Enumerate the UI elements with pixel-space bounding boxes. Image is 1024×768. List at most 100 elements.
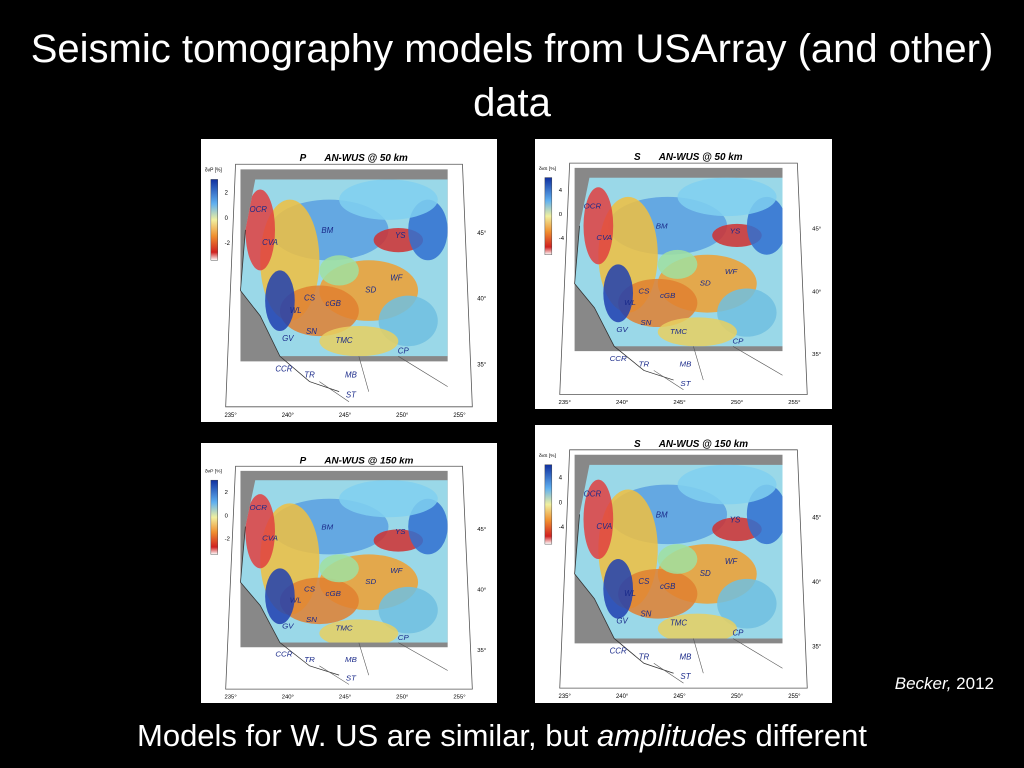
region-label: GV xyxy=(616,325,628,334)
lon-tick: 235° xyxy=(224,694,236,700)
lat-tick: 40° xyxy=(477,297,487,303)
lon-tick: 255° xyxy=(788,400,800,406)
anomaly xyxy=(657,249,698,279)
velocity-field xyxy=(574,464,783,639)
region-label: BM xyxy=(656,222,668,231)
citation: Becker, 2012 xyxy=(895,674,994,694)
boundary xyxy=(653,638,783,684)
region-label: TMC xyxy=(670,619,687,628)
panel-title: AN-WUS @ 150 km xyxy=(658,439,749,450)
region-label: WF xyxy=(725,267,739,276)
region-label: CS xyxy=(304,294,316,303)
lat-tick: 35° xyxy=(477,362,487,368)
region-label: TR xyxy=(304,370,315,379)
colorbar-tick: -4 xyxy=(559,236,565,242)
colorbar xyxy=(544,464,553,545)
lon-tick: 240° xyxy=(616,694,629,700)
map-figure: S AN-WUS @ 150 km δvS [%] 4 0 -4 235° 240° 245° 2… xyxy=(539,439,822,700)
anomaly xyxy=(339,480,438,518)
anomaly xyxy=(378,295,438,347)
velocity-field xyxy=(574,177,783,347)
region-label: cGB xyxy=(326,299,342,308)
colorbar-label: δvS [%] xyxy=(539,166,556,172)
anomaly xyxy=(657,317,737,347)
boundary xyxy=(319,642,448,685)
region-label: SD xyxy=(700,569,711,578)
colorbar-tick: 2 xyxy=(225,490,228,496)
lat-tick: 35° xyxy=(477,648,486,654)
region-label: WL xyxy=(290,596,302,605)
region-label: YS xyxy=(730,515,741,524)
map-panel: S AN-WUS @ 50 km δvS [%] 4 0 -4 235° 240° 245° 25… xyxy=(535,139,832,409)
lat-tick: 45° xyxy=(812,227,821,233)
coastline xyxy=(240,526,340,676)
region-label: ST xyxy=(680,379,691,388)
region-label: YS xyxy=(395,527,406,536)
region-label: WL xyxy=(624,298,636,307)
region-label: CCR xyxy=(610,646,627,655)
colorbar-tick: -2 xyxy=(225,537,230,543)
region-label: OCR xyxy=(584,489,602,498)
region-label: CCR xyxy=(275,364,292,373)
colorbar-tick: 0 xyxy=(225,216,229,222)
region-label: CS xyxy=(638,577,650,586)
coastline xyxy=(240,229,340,393)
region-label: ST xyxy=(680,672,691,681)
caption-text: different xyxy=(746,718,867,753)
region-label: ST xyxy=(346,391,357,400)
map-figure: P AN-WUS @ 150 km δvP [%] 2 0 -2 235° 240° 245° 2… xyxy=(205,456,486,701)
region-label: BM xyxy=(656,510,668,519)
panel-title: AN-WUS @ 50 km xyxy=(658,152,743,163)
lon-tick: 255° xyxy=(453,694,465,700)
region-label: cGB xyxy=(660,582,676,591)
panel-wave: S xyxy=(634,439,641,450)
region-label: cGB xyxy=(660,291,675,300)
colorbar-label: δvP [%] xyxy=(205,469,222,475)
region-label: MB xyxy=(345,655,357,664)
anomaly xyxy=(618,278,698,328)
colorbar-tick: 2 xyxy=(225,191,229,197)
caption-emphasis: amplitudes xyxy=(596,718,747,753)
velocity-field xyxy=(240,179,448,357)
anomaly xyxy=(319,325,399,357)
anomaly xyxy=(603,264,634,323)
panel-wave: S xyxy=(634,152,641,163)
region-label: TR xyxy=(304,655,315,664)
region-label: SN xyxy=(306,615,317,624)
region-label: OCR xyxy=(584,202,602,211)
lon-tick: 235° xyxy=(559,694,572,700)
colorbar-tick: -2 xyxy=(225,241,231,247)
anomaly xyxy=(265,270,295,332)
region-label: SD xyxy=(365,286,376,295)
map-frame xyxy=(559,449,808,689)
lon-tick: 240° xyxy=(616,400,628,406)
region-label: YS xyxy=(730,227,741,236)
lon-tick: 250° xyxy=(731,694,744,700)
map-figure: S AN-WUS @ 50 km δvS [%] 4 0 -4 235° 240° 245° 25… xyxy=(539,152,821,406)
region-label: SD xyxy=(365,577,376,586)
region-label: OCR xyxy=(249,205,267,214)
region-label: SD xyxy=(700,279,711,288)
region-label: GV xyxy=(616,617,628,626)
caption: Models for W. US are similar, but amplit… xyxy=(0,718,1004,754)
region-label: GV xyxy=(282,622,294,631)
region-label: YS xyxy=(395,231,406,240)
anomaly xyxy=(677,177,777,217)
region-label: SN xyxy=(306,327,317,336)
anomaly xyxy=(677,464,777,505)
colorbar-label: δvS [%] xyxy=(539,453,557,459)
map-frame xyxy=(225,465,473,690)
coastline xyxy=(574,514,674,674)
lat-tick: 40° xyxy=(812,580,822,586)
panel-wave: P xyxy=(300,456,307,467)
colorbar-label: δvP [%] xyxy=(205,167,222,173)
region-label: WL xyxy=(290,306,302,315)
region-label: MB xyxy=(680,652,693,661)
anomaly xyxy=(245,494,275,569)
region-label: CP xyxy=(732,628,744,637)
lat-tick: 35° xyxy=(812,644,822,650)
anomaly xyxy=(319,554,359,583)
velocity-field xyxy=(240,480,448,643)
lat-tick: 40° xyxy=(812,289,821,295)
